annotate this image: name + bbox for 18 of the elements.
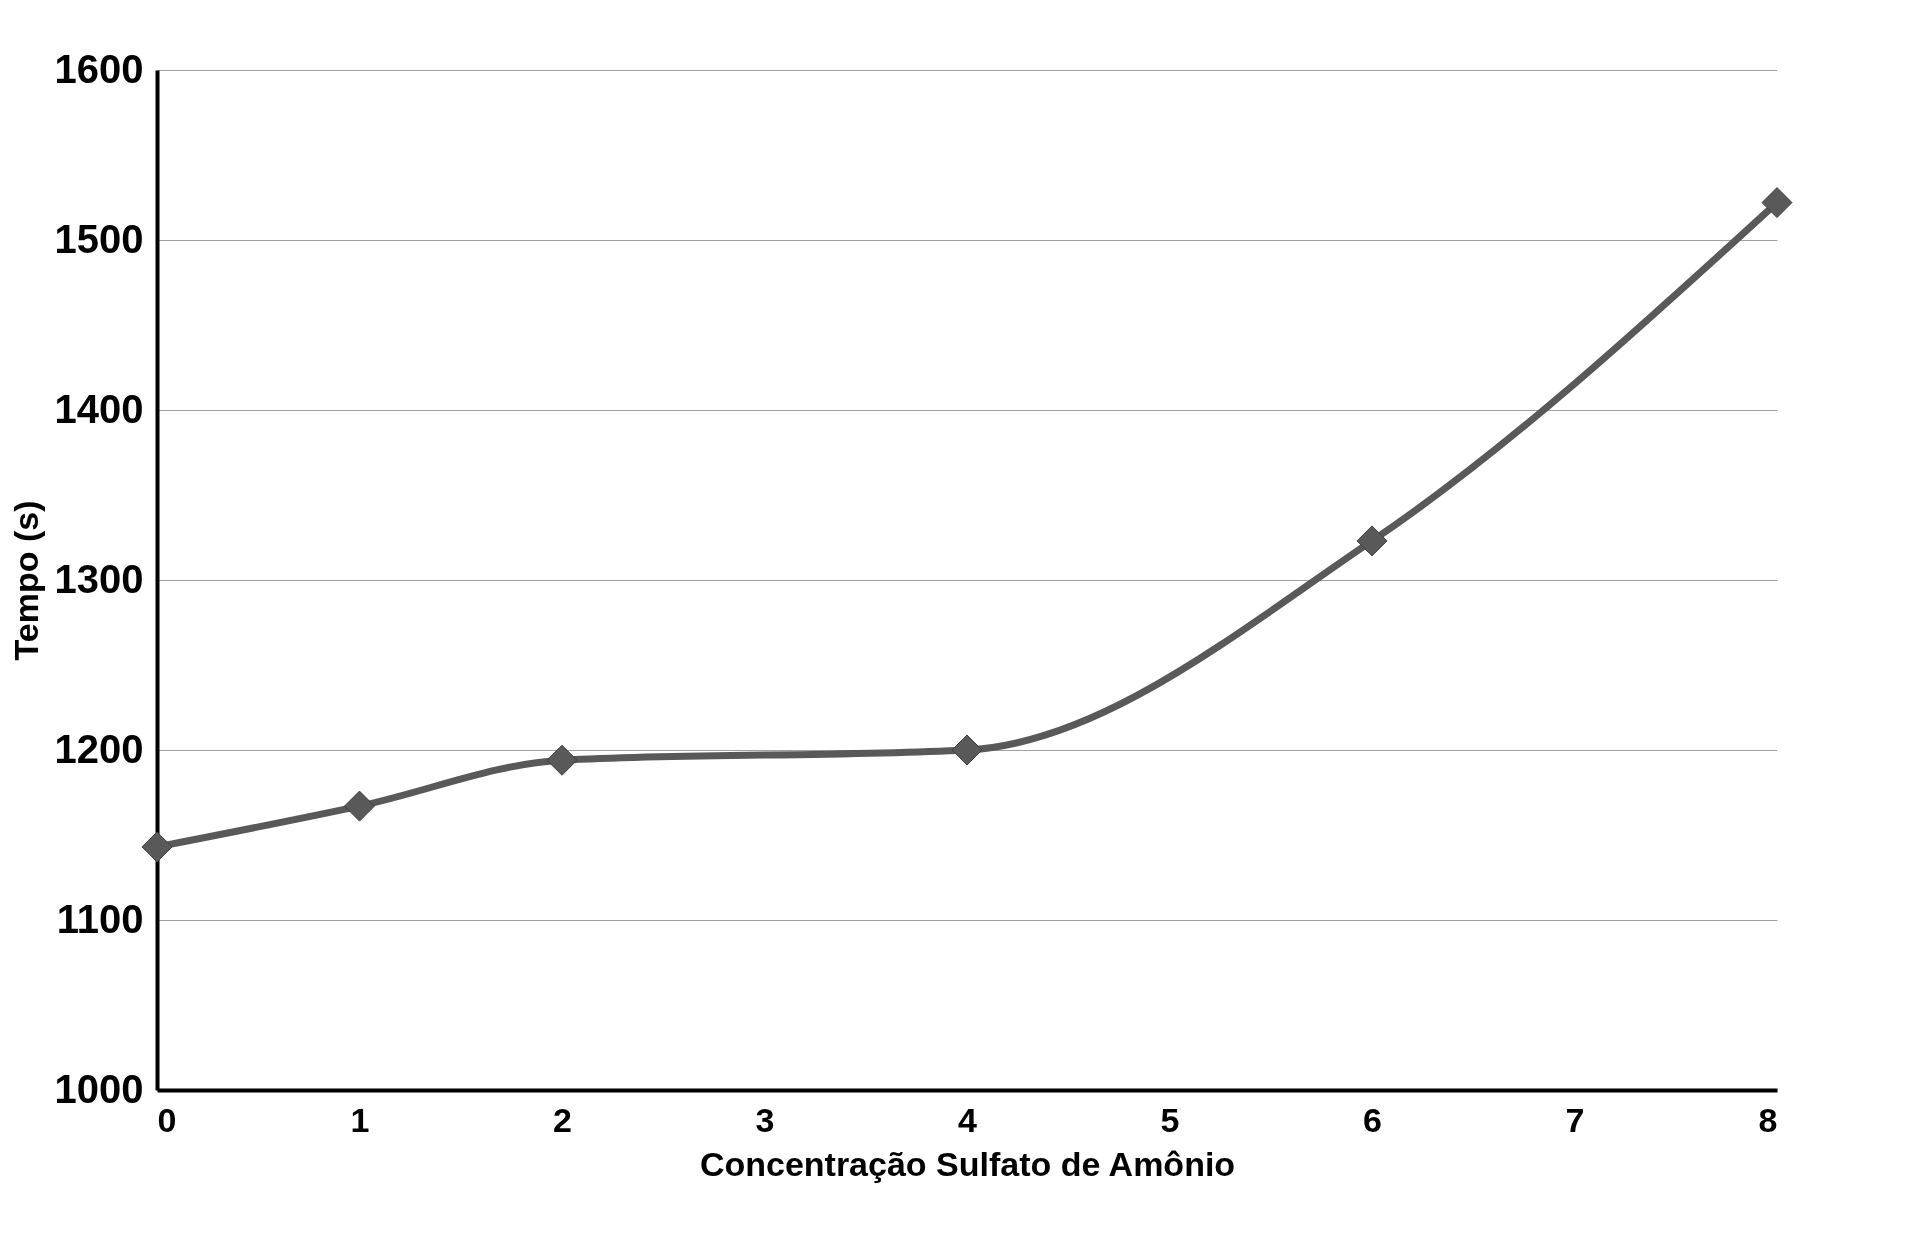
x-tick-label: 7 xyxy=(1565,1100,1585,1139)
x-tick-label: 2 xyxy=(553,1100,572,1139)
x-tick-label: 8 xyxy=(1758,1100,1778,1139)
x-axis-title: Concentração Sulfato de Amônio xyxy=(699,1144,1236,1183)
y-tick-label: 1400 xyxy=(54,386,144,431)
x-tick-label: 6 xyxy=(1363,1100,1382,1139)
x-tick-label: 0 xyxy=(157,1100,177,1139)
y-axis-title: Tempo (s) xyxy=(6,500,45,661)
y-tick-label: 1200 xyxy=(54,726,144,771)
x-tick-label: 1 xyxy=(350,1100,370,1139)
y-tick-label: 1600 xyxy=(54,46,144,91)
x-tick-label: 5 xyxy=(1160,1100,1180,1139)
y-tick-label: 1000 xyxy=(54,1066,144,1111)
y-tick-label: 1300 xyxy=(54,556,144,601)
x-tick-label: 4 xyxy=(958,1100,978,1139)
y-tick-label: 1500 xyxy=(54,216,144,261)
x-tick-label: 3 xyxy=(755,1100,775,1139)
y-tick-label: 1100 xyxy=(56,896,144,941)
